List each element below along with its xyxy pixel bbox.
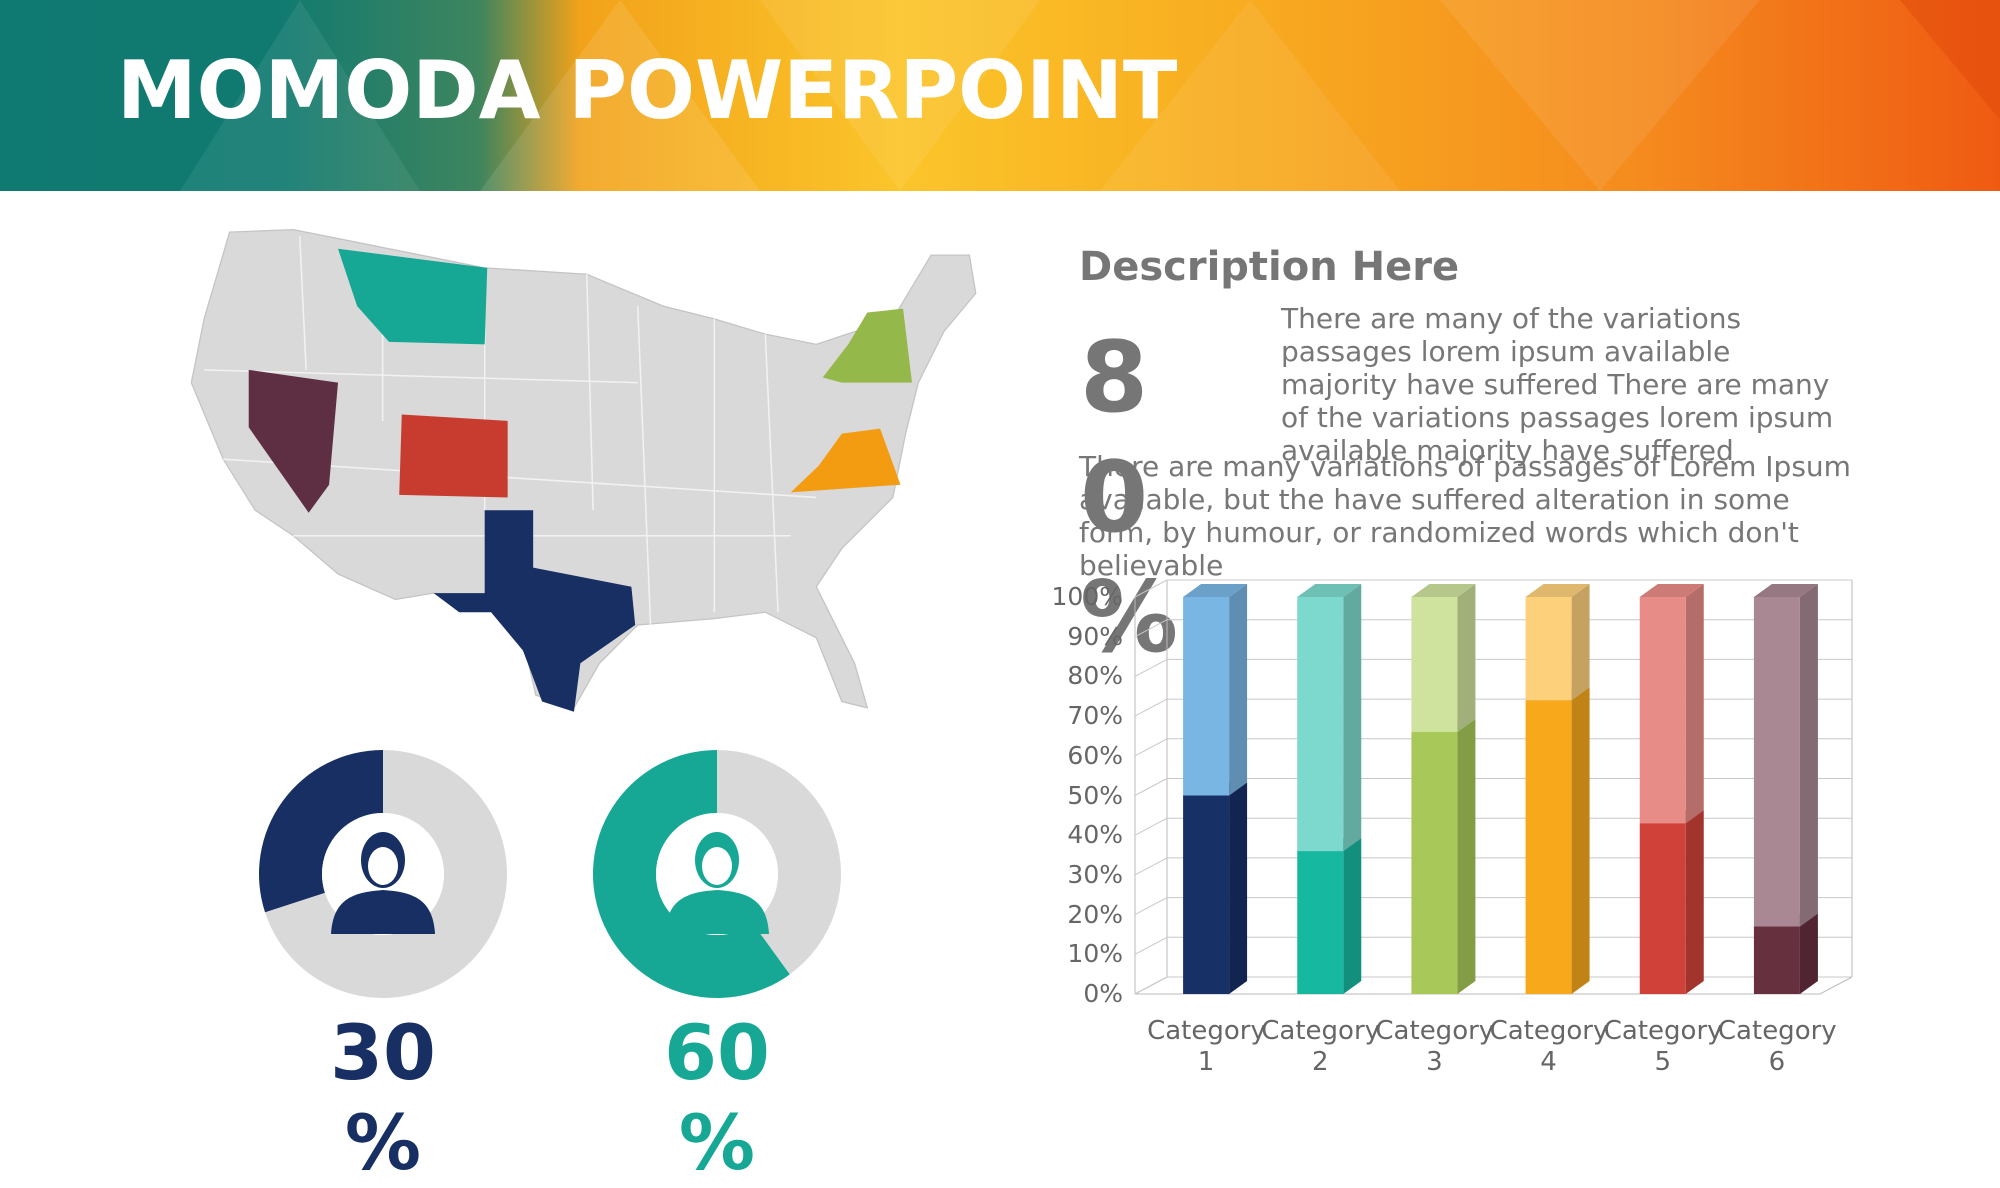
bar-side — [1343, 584, 1362, 852]
y-tick-label: 40% — [1067, 820, 1123, 850]
grid-line — [1134, 698, 1168, 717]
person-icon — [331, 890, 435, 934]
y-tick-label: 10% — [1067, 939, 1123, 969]
x-tick-label: Category 3 — [1375, 1016, 1495, 1077]
bar-top — [1297, 584, 1362, 597]
donut-slice — [717, 750, 842, 975]
bar — [1753, 926, 1800, 994]
person-icon — [665, 890, 769, 934]
x-tick-label: Category 2 — [1261, 1016, 1381, 1077]
bar-side — [1571, 584, 1590, 701]
y-tick-label: 0% — [1083, 979, 1123, 1008]
donut-slice — [265, 750, 508, 998]
bar-side — [1799, 913, 1818, 994]
y-tick-label: 70% — [1067, 701, 1123, 731]
bar — [1753, 597, 1800, 927]
grid-line — [1134, 579, 1168, 598]
x-tick-label: Category 5 — [1603, 1016, 1723, 1077]
bar — [1297, 851, 1344, 994]
person-icon-face — [368, 847, 398, 885]
state-nevada — [248, 369, 339, 513]
bar — [1297, 597, 1344, 852]
bar-top — [1411, 584, 1476, 597]
bar-side — [1571, 687, 1590, 994]
paragraph: There are many variations of passages of… — [1079, 450, 1851, 582]
bar-side — [1685, 584, 1704, 824]
bar — [1183, 597, 1230, 796]
bar — [1639, 823, 1686, 994]
slide-title: MOMODA POWERPOINT — [117, 44, 1178, 137]
grid-line — [1134, 817, 1168, 836]
donut-slice — [593, 750, 790, 999]
bar — [1639, 597, 1686, 824]
bar-side — [1685, 810, 1704, 994]
grid-line — [1134, 936, 1168, 955]
bar-side — [1229, 584, 1248, 796]
bar — [1525, 700, 1572, 994]
us-map — [190, 228, 977, 712]
state-new-york — [822, 308, 912, 383]
y-tick-label: 60% — [1067, 740, 1123, 770]
bar-top — [1183, 584, 1248, 597]
bar-top — [1753, 584, 1818, 597]
grid-line — [1134, 738, 1168, 757]
bar — [1525, 597, 1572, 701]
bar-top — [1639, 584, 1704, 597]
bar — [1183, 795, 1230, 994]
donut-label: 30% — [330, 1008, 436, 1187]
y-tick-label: 80% — [1067, 661, 1123, 691]
bar-side — [1457, 584, 1476, 732]
grid-line — [1134, 778, 1168, 796]
grid-line — [1134, 897, 1168, 916]
grid-line — [1134, 857, 1168, 876]
grid-line — [1134, 976, 1168, 995]
state-montana — [338, 248, 488, 345]
state-borders — [204, 235, 817, 626]
state-virginia — [790, 428, 901, 493]
paragraph: There are many of the variations passage… — [1281, 302, 1834, 467]
grid-line — [1134, 658, 1168, 677]
x-tick-label: Category 6 — [1717, 1016, 1837, 1077]
state-colorado — [399, 414, 508, 498]
x-tick-label: Category 4 — [1489, 1016, 1609, 1077]
header-band: MOMODA POWERPOINT — [0, 0, 2000, 191]
description-heading: Description Here — [1079, 244, 1460, 290]
header-pattern — [180, 0, 2000, 191]
grid-line — [1134, 619, 1168, 638]
donut-slice — [259, 750, 383, 913]
bar-top — [1525, 584, 1590, 597]
bar — [1411, 597, 1458, 732]
bar — [1411, 731, 1458, 994]
person-icon-face — [702, 847, 732, 885]
y-tick-label: 20% — [1067, 899, 1123, 929]
bar-side — [1343, 838, 1362, 994]
stat-number: 80% — [1080, 321, 1179, 675]
x-tick-label: Category 1 — [1147, 1016, 1266, 1077]
bar-side — [1799, 584, 1818, 927]
y-tick-label: 50% — [1067, 780, 1123, 810]
bar-side — [1457, 718, 1476, 994]
y-tick-label: 30% — [1067, 859, 1123, 889]
y-tick-label: 100% — [1051, 582, 1123, 611]
state-texas — [433, 510, 636, 712]
y-tick-label: 90% — [1067, 621, 1123, 651]
map-outline — [190, 228, 977, 709]
donut-label: 60% — [664, 1008, 770, 1187]
charts — [259, 579, 1853, 999]
bar-side — [1229, 782, 1248, 994]
